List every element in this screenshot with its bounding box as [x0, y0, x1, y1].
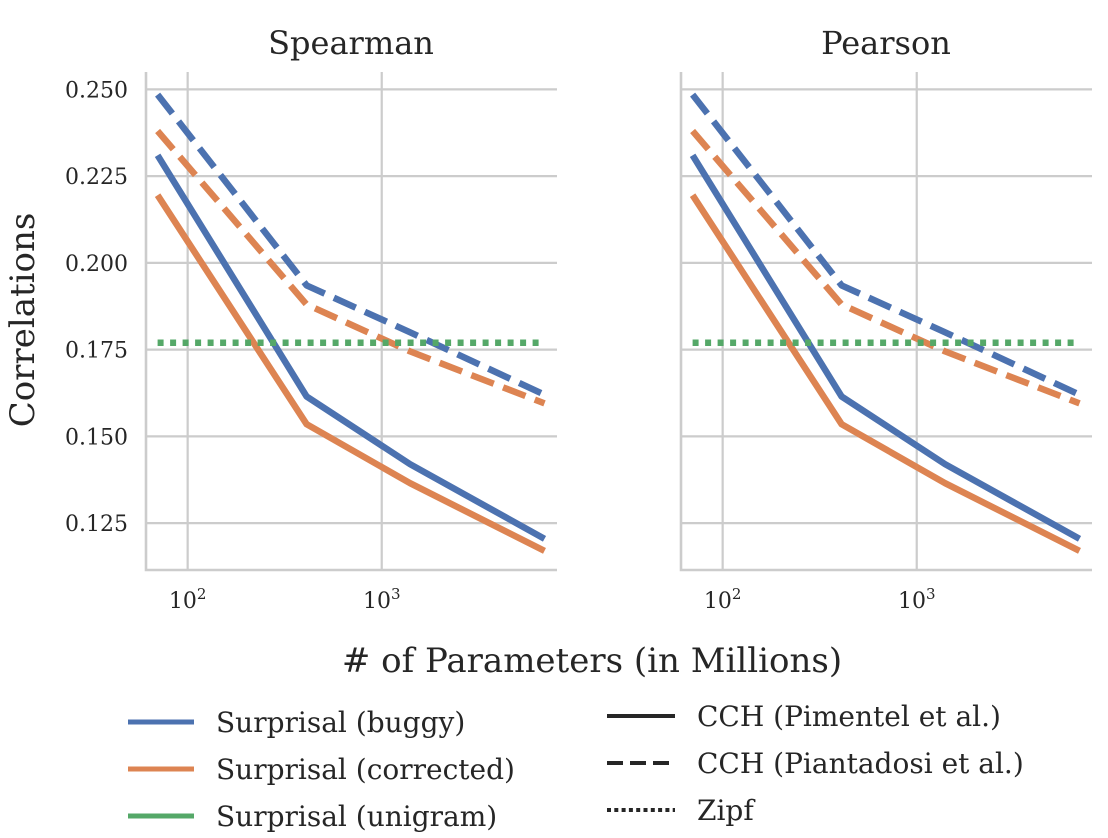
series-line-corrected-solid: [689, 193, 1081, 554]
series-line-corrected-solid: [154, 193, 546, 554]
chart-panel-pearson: Pearson 102 103: [679, 24, 1092, 614]
x-tick-label: 103: [898, 585, 936, 614]
y-tick-label: 0.250: [65, 78, 128, 103]
legend-label: Surprisal (unigram): [216, 800, 497, 833]
x-axis-label: # of Parameters (in Millions): [342, 641, 842, 681]
axis-spines: [679, 72, 1092, 572]
chart-panel-spearman: Spearman 0.125 0.150 0.175 0.200 0.225 0.250 10…: [65, 24, 557, 614]
series-line-corrected-dashed: [155, 128, 546, 407]
y-tick-label: 0.125: [65, 512, 128, 537]
series-line-buggy-dashed: [155, 92, 546, 398]
x-tick-label: 102: [169, 585, 207, 614]
y-tick-label: 0.175: [65, 339, 128, 364]
axis-spines: [144, 72, 557, 572]
x-tick-label: 102: [704, 585, 742, 614]
legend-label: CCH (Pimentel et al.): [697, 700, 1001, 733]
y-tick-label: 0.200: [65, 252, 128, 277]
y-tick-label: 0.225: [65, 165, 128, 190]
legend-label: Surprisal (corrected): [216, 753, 515, 786]
chart-panels: Spearman 0.125 0.150 0.175 0.200 0.225 0.250 10…: [65, 24, 1092, 614]
series-line-corrected-dashed: [690, 128, 1081, 407]
series-line-buggy-solid: [154, 153, 547, 542]
y-tick-label: 0.150: [65, 425, 128, 450]
series-line-buggy-solid: [689, 153, 1082, 542]
legend-label: CCH (Piantadosi et al.): [697, 747, 1024, 780]
panel-title: Pearson: [821, 24, 951, 62]
series-line-buggy-dashed: [690, 92, 1081, 398]
panel-title: Spearman: [268, 24, 434, 62]
legend: Surprisal (buggy) Surprisal (corrected) Su…: [128, 700, 1024, 833]
legend-label: Zipf: [697, 794, 756, 827]
y-axis-label: Correlations: [3, 213, 43, 428]
x-tick-label: 103: [363, 585, 401, 614]
legend-label: Surprisal (buggy): [216, 706, 465, 739]
